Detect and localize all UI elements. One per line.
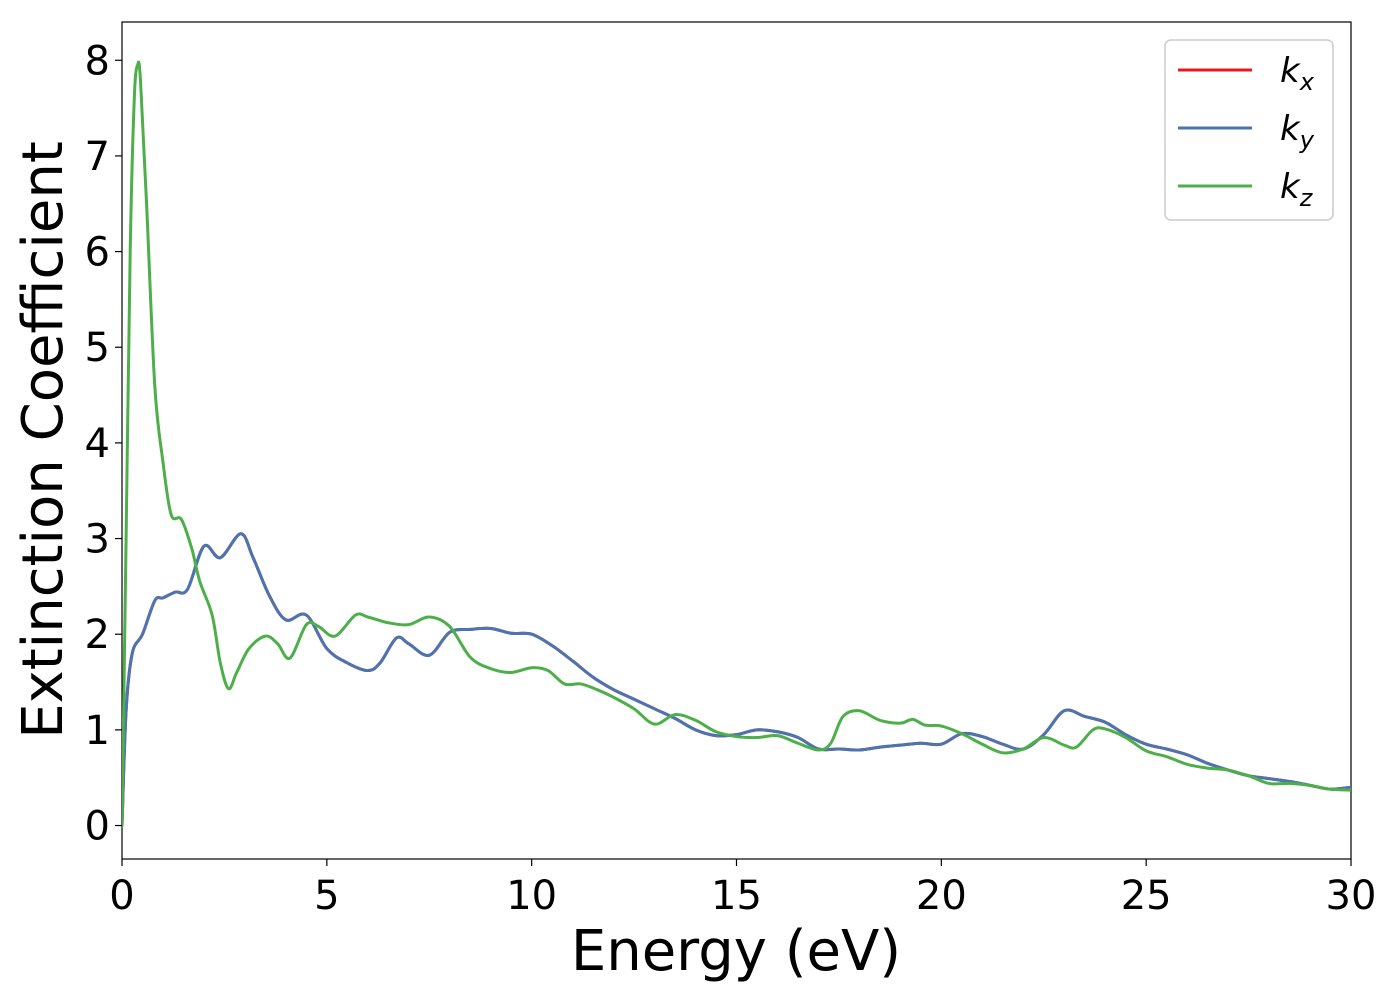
series-layer	[122, 60, 1351, 828]
y-axis-ticks: 0 1 2 3 4 5 6 7 8	[85, 38, 122, 850]
legend-label-ky: ky	[1280, 109, 1315, 154]
y-tick-label: 2	[85, 612, 110, 658]
legend-label-kx: kx	[1280, 51, 1315, 96]
x-tick-label: 25	[1121, 873, 1172, 919]
y-tick-label: 4	[85, 421, 110, 467]
x-tick-label: 5	[314, 873, 339, 919]
x-tick-label: 10	[506, 873, 557, 919]
series-line-ky	[122, 532, 1351, 828]
plot-area	[121, 21, 1352, 860]
y-axis-label: Extinction Coefficient	[11, 141, 76, 739]
x-tick-label: 20	[916, 873, 967, 919]
legend-label-base: k	[1280, 51, 1301, 91]
legend-label-subscript: z	[1299, 184, 1314, 212]
y-tick-label: 6	[85, 230, 110, 276]
legend-label-subscript: x	[1299, 68, 1315, 96]
y-tick-label: 3	[85, 517, 110, 563]
series-line-kz	[122, 60, 1351, 828]
legend-label-subscript: y	[1299, 126, 1315, 154]
legend-frame	[1164, 39, 1334, 221]
x-tick-label: 15	[711, 873, 762, 919]
y-tick-label: 0	[85, 804, 110, 850]
x-tick-label: 0	[109, 873, 134, 919]
x-axis-ticks: 0 5 10 15 20 25 30	[109, 859, 1376, 919]
y-tick-label: 7	[85, 134, 110, 180]
legend-label-base: k	[1280, 109, 1301, 149]
x-axis-label: Energy (eV)	[571, 919, 901, 984]
legend-label-base: k	[1280, 167, 1301, 207]
x-tick-label: 30	[1326, 873, 1377, 919]
y-tick-label: 8	[85, 38, 110, 84]
y-tick-label: 5	[85, 325, 110, 371]
y-tick-label: 1	[85, 708, 110, 754]
legend-label-kz: kz	[1280, 167, 1314, 212]
